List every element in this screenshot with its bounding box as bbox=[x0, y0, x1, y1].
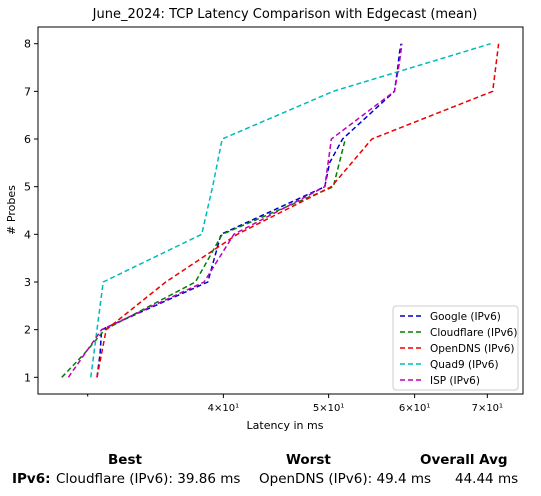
legend-label: Cloudflare (IPv6) bbox=[430, 327, 517, 339]
x-tick-label: 4×10¹ bbox=[208, 403, 239, 414]
x-tick-label: 6×10¹ bbox=[399, 403, 430, 414]
x-tick-label: 7×10¹ bbox=[472, 403, 503, 414]
x-axis-label: Latency in ms bbox=[247, 419, 324, 432]
row-label-ipv6: IPv6: bbox=[12, 471, 51, 487]
series-lines bbox=[61, 42, 500, 378]
y-axis: 1 2 3 4 5 6 7 8 bbox=[24, 38, 38, 384]
y-tick-label: 7 bbox=[24, 85, 31, 98]
legend-label: Quad9 (IPv6) bbox=[430, 359, 499, 371]
plot-frame bbox=[37, 26, 524, 395]
legend-label: Google (IPv6) bbox=[430, 311, 501, 323]
y-tick-label: 5 bbox=[24, 181, 31, 194]
x-tick-label: 5×10¹ bbox=[313, 403, 344, 414]
series-line bbox=[90, 42, 491, 378]
overall-avg-value: 44.44 ms bbox=[455, 471, 519, 487]
legend: Google (IPv6) Cloudflare (IPv6) OpenDNS (I… bbox=[392, 305, 519, 391]
legend-label: OpenDNS (IPv6) bbox=[430, 343, 515, 355]
y-tick-label: 1 bbox=[24, 371, 31, 384]
header-overall-avg: Overall Avg bbox=[420, 452, 508, 468]
y-axis-label: # Probes bbox=[5, 185, 18, 235]
y-tick-label: 6 bbox=[24, 133, 31, 146]
row-label-text: IPv6 bbox=[12, 471, 46, 487]
legend-box bbox=[392, 305, 519, 391]
best-value: Cloudflare (IPv6): 39.86 ms bbox=[56, 471, 241, 487]
latency-chart: June_2024: TCP Latency Comparison with E… bbox=[5, 7, 524, 432]
header-best: Best bbox=[108, 452, 142, 468]
y-tick-label: 3 bbox=[24, 276, 31, 289]
header-worst: Worst bbox=[286, 452, 331, 468]
y-tick-label: 8 bbox=[24, 38, 31, 51]
legend-label: ISP (IPv6) bbox=[430, 375, 480, 387]
x-axis: 4×10¹ 5×10¹ 6×10¹ 7×10¹ bbox=[87, 394, 503, 414]
y-tick-label: 4 bbox=[24, 228, 31, 241]
chart-title: June_2024: TCP Latency Comparison with E… bbox=[92, 7, 478, 22]
y-tick-label: 2 bbox=[24, 324, 31, 337]
worst-value: OpenDNS (IPv6): 49.4 ms bbox=[259, 471, 432, 487]
series-line bbox=[96, 43, 402, 378]
series-line bbox=[67, 43, 403, 378]
